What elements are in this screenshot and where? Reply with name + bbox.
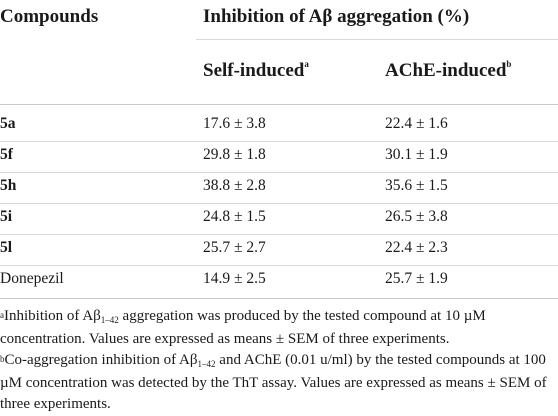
column-header-self-induced: Self-induceda — [203, 59, 309, 81]
compound-cell: 5i — [0, 208, 13, 225]
column-group-header: Inhibition of Aβ aggregation (%) — [203, 6, 470, 27]
row-divider — [0, 141, 558, 142]
compound-cell: 5h — [0, 177, 17, 194]
ache-induced-cell: 25.7 ± 1.9 — [385, 270, 448, 287]
self-induced-cell: 25.7 ± 2.7 — [203, 239, 266, 256]
footnote-a: aInhibition of Aβ1–42 aggregation was pr… — [0, 308, 486, 347]
row-divider — [0, 172, 558, 173]
table-footnotes: aInhibition of Aβ1–42 aggregation was pr… — [0, 306, 558, 416]
self-induced-cell: 29.8 ± 1.8 — [203, 146, 266, 163]
ache-induced-cell: 22.4 ± 2.3 — [385, 239, 448, 256]
group-header-rule — [196, 39, 558, 40]
self-induced-cell: 14.9 ± 2.5 — [203, 270, 266, 287]
compound-cell: 5l — [0, 239, 13, 256]
compound-cell: 5a — [0, 115, 16, 132]
compound-cell: 5f — [0, 146, 13, 163]
column-header-compounds: Compounds — [0, 6, 99, 27]
row-divider — [0, 234, 558, 235]
ache-induced-cell: 22.4 ± 1.6 — [385, 115, 448, 132]
ache-induced-cell: 26.5 ± 3.8 — [385, 208, 448, 225]
column-header-ache-induced: AChE-inducedb — [385, 59, 512, 81]
footnote-b: bCo-aggregation inhibition of Aβ1–42 and… — [0, 352, 547, 412]
ache-induced-cell: 30.1 ± 1.9 — [385, 146, 448, 163]
row-divider — [0, 265, 558, 266]
self-induced-cell: 24.8 ± 1.5 — [203, 208, 266, 225]
table-bottom-rule — [0, 298, 558, 299]
ache-induced-cell: 35.6 ± 1.5 — [385, 177, 448, 194]
self-induced-cell: 17.6 ± 3.8 — [203, 115, 266, 132]
row-divider — [0, 203, 558, 204]
self-induced-cell: 38.8 ± 2.8 — [203, 177, 266, 194]
header-bottom-rule — [0, 104, 558, 105]
compound-cell: Donepezil — [0, 270, 64, 287]
